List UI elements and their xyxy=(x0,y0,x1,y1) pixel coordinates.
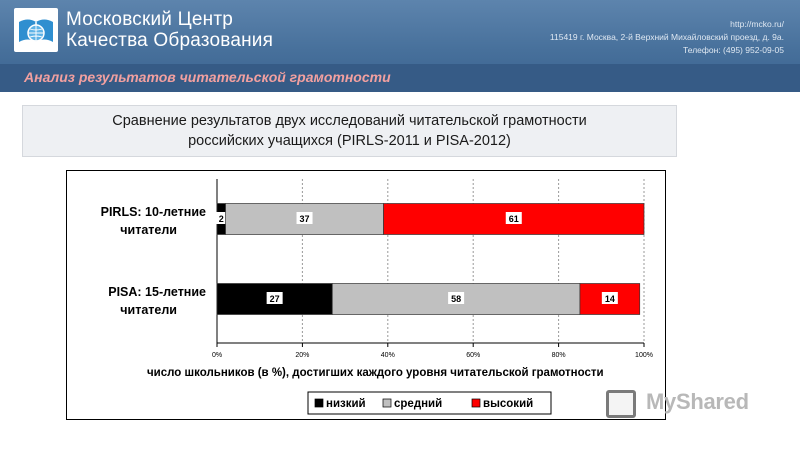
legend-box xyxy=(307,391,552,415)
data-label-bg xyxy=(448,292,465,304)
chart-frame: 0% 20% 40% 60% 80% 100% 2 37 61 PIRLS: 10-летние ч… xyxy=(66,170,666,420)
header-band: Московский Центр Качества Образования ht… xyxy=(0,0,800,92)
mcko-logo xyxy=(14,8,58,52)
x-axis-label: число школьников (в %), достигших каждог… xyxy=(147,367,604,379)
legend-swatch-средний xyxy=(382,398,392,408)
org-name-line2: Качества Образования xyxy=(66,30,274,51)
subtitle-line2: российских учащихся (PIRLS-2011 и PISA-2… xyxy=(188,133,511,149)
x-tick-label: 60% xyxy=(466,352,480,359)
x-tick-label: 0% xyxy=(212,352,222,359)
legend-label-низкий: низкий xyxy=(326,398,366,410)
data-label-bg xyxy=(505,212,522,224)
data-label-bg xyxy=(296,212,313,224)
category-label-line1: PISA: 15-летние xyxy=(108,285,206,299)
category-label-line2: читатели xyxy=(120,223,177,237)
category-label-line2: читатели xyxy=(120,303,177,317)
data-label: 27 xyxy=(270,294,280,304)
myshared-logo-icon xyxy=(606,390,636,418)
legend-swatch-низкий xyxy=(314,398,324,408)
stacked-bar-chart: 0% 20% 40% 60% 80% 100% 2 37 61 PIRLS: 10-летние ч… xyxy=(101,179,653,415)
x-tick-label: 20% xyxy=(295,352,309,359)
section-title: Анализ результатов читательской грамотно… xyxy=(24,69,391,85)
contact-info: http://mcko.ru/ 115419 г. Москва, 2-й Ве… xyxy=(550,18,784,57)
x-tick-label: 100% xyxy=(635,352,653,359)
data-label: 37 xyxy=(300,214,310,224)
legend-label-средний: средний xyxy=(394,398,442,410)
contact-address: 115419 г. Москва, 2-й Верхний Михайловск… xyxy=(549,32,784,42)
section-bar: Анализ результатов читательской грамотно… xyxy=(0,64,800,92)
x-tick-label: 40% xyxy=(381,352,395,359)
data-label: 58 xyxy=(451,294,461,304)
data-label: 14 xyxy=(605,294,615,304)
org-name-line1: Московский Центр xyxy=(66,9,233,30)
watermark-text: MyShared xyxy=(646,389,749,414)
data-label: 2 xyxy=(219,214,224,224)
data-label-bg xyxy=(216,212,227,224)
data-label-bg xyxy=(601,292,618,304)
data-label-bg xyxy=(266,292,283,304)
open-book-globe-icon xyxy=(19,19,53,42)
legend-label-высокий: высокий xyxy=(483,398,533,410)
contact-phone: Телефон: (495) 952-09-05 xyxy=(683,45,784,55)
contact-url[interactable]: http://mcko.ru/ xyxy=(730,19,784,29)
subtitle-line1: Сравнение результатов двух исследований … xyxy=(112,113,587,129)
legend-swatch-высокий xyxy=(471,398,481,408)
slide-subtitle: Сравнение результатов двух исследований … xyxy=(22,105,677,157)
category-label-line1: PIRLS: 10-летние xyxy=(101,205,206,219)
data-label: 61 xyxy=(509,214,519,224)
x-tick-label: 80% xyxy=(552,352,566,359)
